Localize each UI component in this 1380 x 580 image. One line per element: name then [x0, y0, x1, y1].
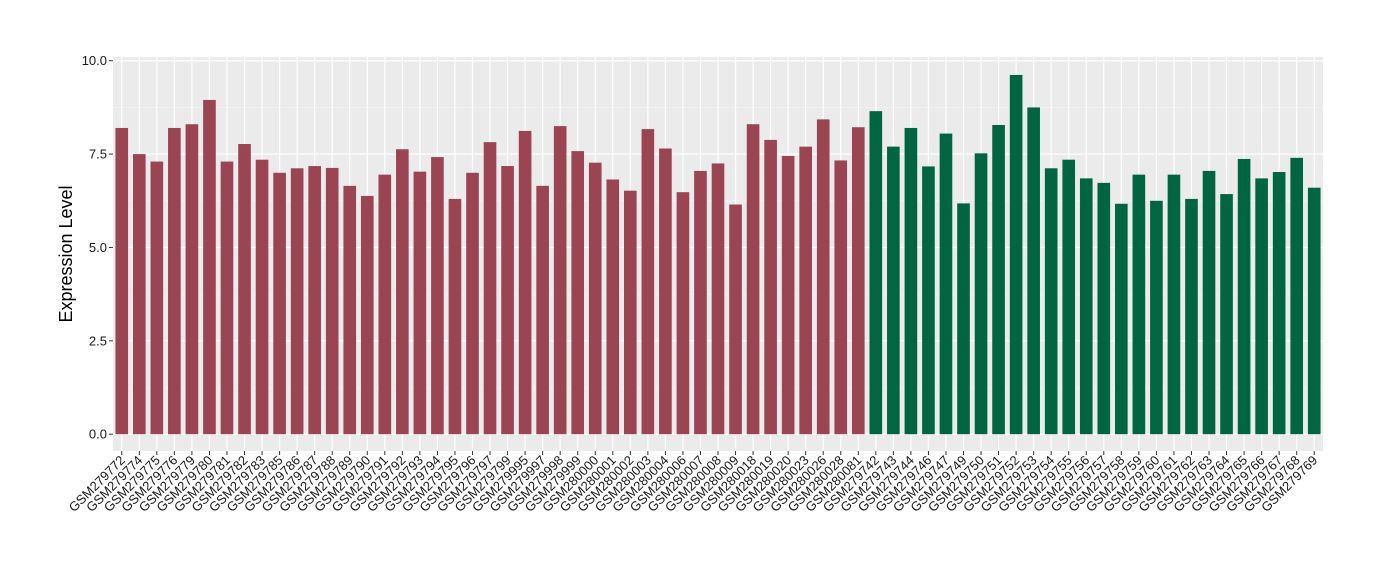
bar-GSM279749 [957, 203, 970, 435]
y-tick-label: 2.5 [89, 333, 107, 348]
bar-GSM279760 [1150, 200, 1163, 435]
bar-GSM279766 [1255, 178, 1268, 435]
bar-GSM279794 [431, 157, 444, 435]
bar-GSM279746 [922, 166, 935, 435]
bar-GSM279753 [1027, 107, 1040, 435]
bar-GSM279781 [220, 161, 234, 435]
bar-GSM279742 [869, 111, 883, 435]
bars [115, 74, 1321, 435]
bar-GSM279747 [939, 133, 953, 435]
bar-GSM280001 [606, 179, 620, 435]
bar-GSM279763 [1202, 170, 1216, 435]
bar-GSM279752 [1009, 74, 1023, 435]
bar-GSM279791 [378, 174, 392, 435]
bar-GSM279782 [238, 144, 251, 435]
bar-GSM279779 [185, 124, 199, 435]
bar-GSM280020 [781, 155, 795, 435]
bar-GSM280081 [851, 127, 865, 435]
bar-GSM280003 [641, 129, 655, 435]
bar-GSM280006 [676, 192, 690, 435]
bar-GSM279793 [413, 171, 427, 435]
bar-GSM279764 [1220, 194, 1233, 435]
bar-GSM280028 [834, 160, 848, 435]
bar-GSM279787 [308, 166, 321, 435]
bar-GSM279754 [1044, 168, 1058, 435]
bar-GSM280009 [729, 204, 742, 435]
bar-GSM280002 [624, 190, 637, 435]
bar-GSM279750 [974, 153, 988, 435]
bar-GSM279743 [887, 146, 900, 435]
bar-GSM279769 [1307, 187, 1321, 435]
bar-GSM279998 [553, 126, 567, 435]
x-axis: GSM279772GSM279774GSM279775GSM279776GSM2… [66, 451, 1320, 515]
bar-GSM279786 [290, 168, 304, 435]
bar-GSM279797 [483, 142, 497, 435]
bar-GSM280008 [711, 163, 725, 435]
y-axis-title: Expression Level [56, 185, 76, 322]
bar-GSM279744 [904, 127, 918, 435]
bar-GSM279756 [1079, 178, 1093, 435]
y-tick-label: 5.0 [89, 240, 107, 255]
bar-GSM280018 [746, 124, 760, 435]
bar-GSM279783 [255, 159, 269, 435]
bar-GSM279767 [1272, 172, 1286, 435]
bar-GSM279785 [273, 172, 286, 435]
bar-GSM279755 [1062, 159, 1076, 435]
bar-GSM279788 [325, 167, 339, 435]
bar-GSM279799 [501, 166, 514, 435]
bar-GSM279789 [343, 185, 357, 435]
bar-GSM280019 [764, 139, 777, 435]
bar-GSM280007 [694, 170, 707, 435]
bar-GSM279758 [1115, 203, 1128, 435]
bar-GSM279768 [1290, 157, 1304, 435]
bar-GSM279774 [132, 154, 146, 435]
bar-GSM279757 [1097, 182, 1111, 435]
bar-GSM279776 [168, 127, 181, 435]
bar-GSM279796 [466, 172, 479, 435]
bar-GSM279751 [992, 124, 1005, 435]
bar-GSM280023 [799, 146, 812, 435]
bar-GSM279775 [150, 161, 164, 435]
bar-GSM279759 [1132, 174, 1146, 435]
bar-GSM279772 [115, 127, 129, 435]
bar-GSM279995 [518, 130, 532, 435]
bar-GSM279795 [448, 198, 462, 435]
bar-GSM280026 [816, 119, 830, 435]
bar-GSM279762 [1185, 198, 1198, 435]
bar-GSM279999 [571, 151, 585, 435]
bar-GSM280000 [588, 162, 602, 435]
bar-GSM279792 [396, 149, 409, 435]
bar-GSM279997 [536, 185, 549, 435]
bar-GSM279765 [1237, 158, 1251, 435]
y-tick-label: 0.0 [89, 427, 107, 442]
y-axis: 0.0 2.5 5.0 7.5 10.0 [82, 53, 113, 442]
bar-GSM280004 [659, 148, 672, 435]
y-tick-label: 10.0 [82, 53, 107, 68]
y-tick-label: 7.5 [89, 147, 107, 162]
bar-GSM279790 [360, 195, 374, 435]
bar-GSM279780 [203, 99, 216, 435]
bar-GSM279761 [1167, 174, 1181, 435]
